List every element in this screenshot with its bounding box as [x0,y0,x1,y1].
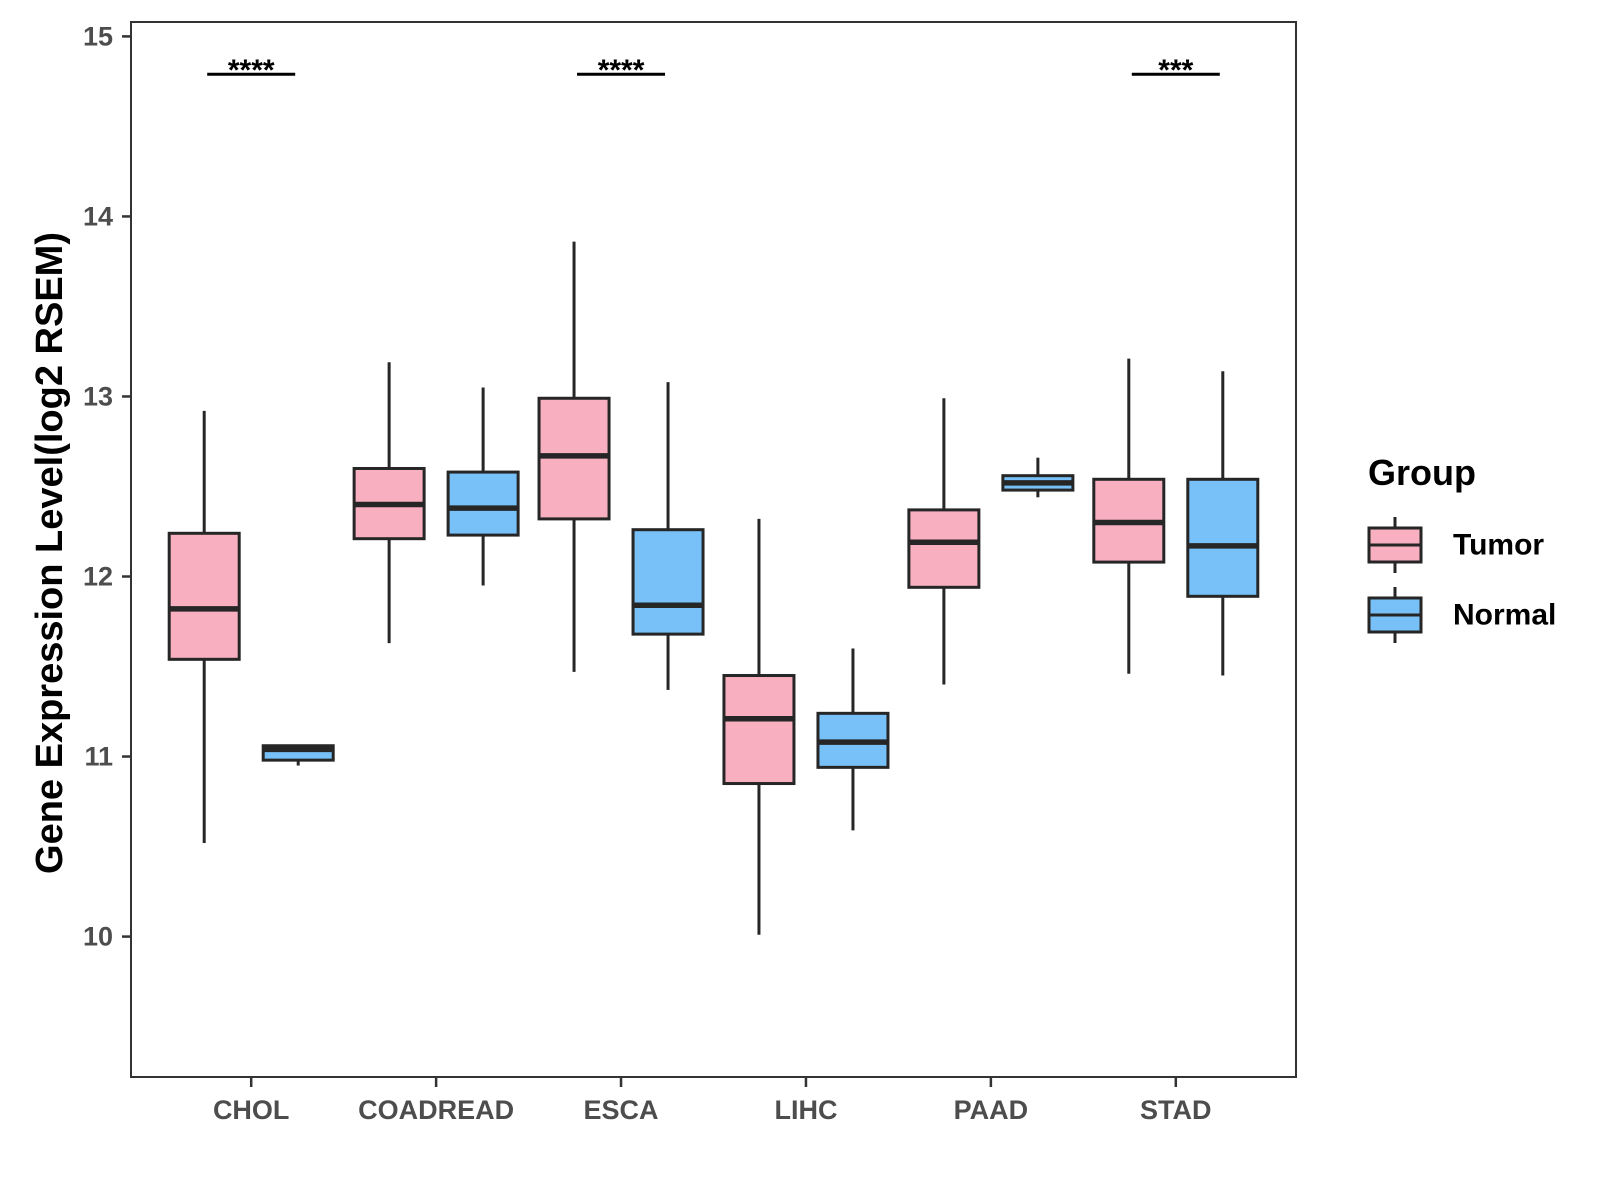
legend-title: Group [1368,452,1476,493]
box-iqr [631,528,705,636]
x-tick-label: STAD [1140,1095,1212,1125]
box-tumor-paad [907,398,981,685]
significance-label: **** [598,54,645,87]
box-normal-lihc [816,648,890,831]
y-tick-label: 11 [84,742,113,772]
x-tick-label: CHOL [213,1095,290,1125]
x-tick-label: COADREAD [358,1095,514,1125]
box-normal-esca [631,382,705,690]
significance-label: **** [228,54,275,87]
significance-stad: *** [1131,54,1220,87]
panel-border [130,21,1297,1078]
box-normal-stad [1186,371,1260,676]
y-tick-label: 14 [83,201,113,231]
box-normal-coadread [446,387,520,586]
box-iqr [167,531,241,661]
legend-label-tumor: Tumor [1453,529,1544,562]
legend: Group Tumor Normal [1367,452,1556,643]
y-tick-label: 10 [83,922,113,952]
x-tick-label: LIHC [774,1095,837,1125]
box-tumor-chol [167,410,241,843]
y-tick-label: 15 [83,21,113,51]
significance-label: *** [1158,54,1193,87]
y-tick-label: 12 [83,562,113,592]
box-tumor-esca [537,241,611,672]
box-normal-chol [261,744,335,766]
legend-key-normal [1367,587,1423,643]
y-axis-title: Gene Expression Level(log2 RSEM) [29,232,71,874]
legend-key-tumor [1367,517,1423,573]
legend-label-normal: Normal [1453,599,1556,632]
significance-esca: **** [577,54,666,87]
box-iqr [722,674,796,786]
significance-chol: **** [207,54,296,87]
box-tumor-coadread [352,362,426,644]
x-tick-label: ESCA [584,1095,659,1125]
box-tumor-stad [1092,358,1166,674]
box-iqr [1186,477,1260,598]
plot-area: 10 11 12 13 14 15 CHOL COADREAD ESCA LIHC PAAD STAD… [83,21,1297,1125]
box-normal-paad [1001,457,1075,498]
box-iqr [446,470,520,537]
box-iqr [907,508,981,589]
box-tumor-lihc [722,518,796,935]
y-tick-label: 13 [83,381,113,411]
x-tick-label: PAAD [954,1095,1029,1125]
